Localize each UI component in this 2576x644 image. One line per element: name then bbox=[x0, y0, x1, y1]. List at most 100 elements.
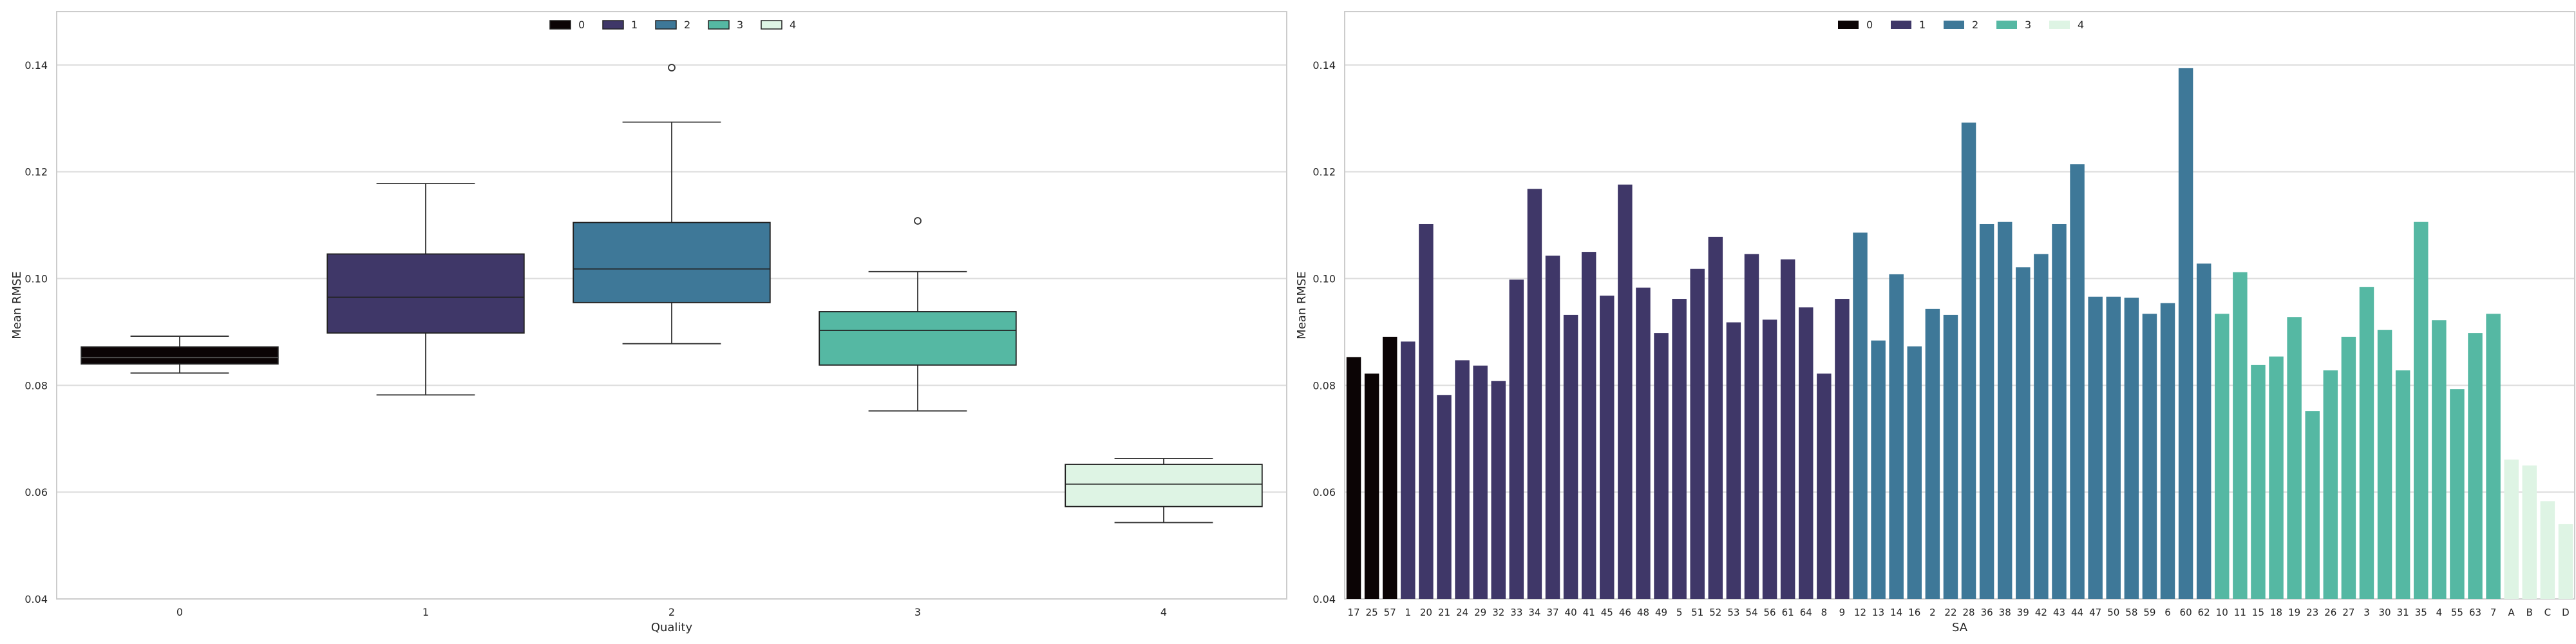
bar bbox=[2142, 314, 2157, 599]
bar bbox=[1636, 287, 1651, 599]
bar bbox=[2287, 317, 2302, 599]
legend-swatch bbox=[549, 20, 571, 30]
box-body bbox=[819, 311, 1017, 366]
bar bbox=[1708, 236, 1723, 600]
x-tick-label: 12 bbox=[1854, 607, 1866, 618]
bar bbox=[1491, 381, 1506, 599]
right-x-axis-label: SA bbox=[1952, 621, 1968, 634]
x-tick-label: 3 bbox=[914, 606, 921, 618]
right-legend: 0 1 2 3 4 bbox=[1838, 19, 2084, 31]
legend-swatch bbox=[2049, 21, 2070, 29]
bar bbox=[2034, 254, 2049, 599]
x-tick-label: 31 bbox=[2397, 607, 2409, 618]
legend-swatch bbox=[1891, 21, 1911, 29]
bar bbox=[1509, 279, 1524, 599]
x-tick-label: 64 bbox=[1800, 607, 1812, 618]
bar bbox=[1853, 232, 1868, 599]
x-tick-label: 3 bbox=[2363, 607, 2370, 618]
x-tick-label: 57 bbox=[1384, 607, 1396, 618]
bar bbox=[1654, 333, 1669, 599]
x-tick-label: 45 bbox=[1601, 607, 1613, 618]
box-body bbox=[327, 253, 525, 334]
legend-swatch bbox=[655, 20, 677, 30]
bar bbox=[1835, 299, 1850, 599]
bar bbox=[2432, 320, 2447, 599]
bar bbox=[2486, 314, 2501, 599]
x-tick-label: 25 bbox=[1366, 607, 1378, 618]
x-tick-label: 38 bbox=[1999, 607, 2011, 618]
x-tick-label: 43 bbox=[2053, 607, 2065, 618]
bar bbox=[2305, 411, 2320, 599]
bar bbox=[2124, 298, 2139, 599]
x-tick-label: 14 bbox=[1890, 607, 1902, 618]
bar bbox=[1744, 254, 1759, 599]
bar bbox=[2215, 314, 2230, 599]
bar-chart-panel: 0.040.060.080.100.120.14 17 25 57 1 20 21 24 29… bbox=[1295, 11, 2575, 634]
bar bbox=[2323, 370, 2338, 599]
y-tick-label: 0.06 bbox=[24, 486, 48, 498]
x-tick-label: 1 bbox=[1405, 607, 1412, 618]
x-tick-label: 24 bbox=[1456, 607, 1468, 618]
bar bbox=[2196, 263, 2211, 599]
bar bbox=[1871, 340, 1886, 599]
x-tick-label: 59 bbox=[2143, 607, 2155, 618]
x-tick-label: 21 bbox=[1438, 607, 1450, 618]
bar bbox=[2468, 333, 2483, 599]
x-tick-label: 32 bbox=[1492, 607, 1504, 618]
x-tick-label: 37 bbox=[1546, 607, 1558, 618]
x-tick-label: 16 bbox=[1908, 607, 1920, 618]
bar bbox=[2106, 296, 2121, 599]
bar bbox=[2251, 365, 2266, 599]
right-y-tick-labels: 0.04 0.06 0.08 0.10 0.12 0.14 bbox=[1312, 59, 1336, 605]
x-tick-label: 20 bbox=[1420, 607, 1432, 618]
legend-label: 3 bbox=[2025, 19, 2031, 31]
box-plot-panel: 0.04 0.06 0.08 0.10 0.12 0.14 0 1 2 3 4 Quality M… bbox=[10, 11, 1287, 634]
legend-label: 0 bbox=[1866, 19, 1873, 31]
bar bbox=[2341, 336, 2356, 599]
x-tick-label: 2 bbox=[668, 606, 675, 618]
right-x-tick-labels: 17 25 57 1 20 21 24 29 32 33 34 37 40 41 45 46 48 49 5 51 52… bbox=[1347, 607, 2569, 618]
bar bbox=[1889, 274, 1904, 599]
legend-label: 0 bbox=[578, 19, 585, 31]
bar bbox=[1925, 308, 1940, 599]
bar bbox=[2359, 287, 2374, 599]
bar bbox=[2395, 370, 2410, 599]
bar bbox=[1997, 222, 2012, 599]
bar bbox=[1799, 307, 1814, 599]
bar bbox=[2540, 501, 2555, 599]
x-tick-label: 41 bbox=[1583, 607, 1595, 618]
x-tick-label: 23 bbox=[2306, 607, 2318, 618]
x-tick-label: 18 bbox=[2270, 607, 2282, 618]
box-body bbox=[573, 222, 771, 303]
y-tick-label: 0.04 bbox=[1312, 593, 1336, 605]
x-tick-label: 36 bbox=[1981, 607, 1993, 618]
x-tick-label: 10 bbox=[2216, 607, 2228, 618]
bar bbox=[1600, 296, 1615, 599]
y-tick-label: 0.08 bbox=[1312, 379, 1336, 392]
y-tick-label: 0.08 bbox=[24, 379, 48, 392]
x-tick-label: 30 bbox=[2379, 607, 2391, 618]
bar bbox=[1419, 223, 1434, 600]
x-tick-label: 7 bbox=[2490, 607, 2497, 618]
bar bbox=[1455, 360, 1470, 599]
legend-swatch bbox=[1838, 21, 1859, 29]
bar-chart-bars bbox=[1346, 68, 2573, 600]
bar bbox=[2450, 389, 2465, 599]
x-tick-label: 46 bbox=[1619, 607, 1631, 618]
legend-swatch bbox=[602, 20, 624, 30]
bar bbox=[1961, 122, 1976, 599]
x-tick-label: 44 bbox=[2071, 607, 2083, 618]
bar bbox=[2504, 459, 2519, 599]
x-tick-label: 9 bbox=[1839, 607, 1846, 618]
bar bbox=[1473, 365, 1488, 599]
x-tick-label: 5 bbox=[1676, 607, 1683, 618]
bar bbox=[1618, 184, 1633, 599]
y-tick-label: 0.14 bbox=[1312, 59, 1336, 71]
bar bbox=[2233, 272, 2248, 599]
bar bbox=[1943, 314, 1958, 599]
y-tick-label: 0.06 bbox=[1312, 486, 1336, 498]
x-tick-label: 2 bbox=[1929, 607, 1936, 618]
left-y-axis-label: Mean RMSE bbox=[10, 271, 24, 339]
x-tick-label: 62 bbox=[2198, 607, 2210, 618]
